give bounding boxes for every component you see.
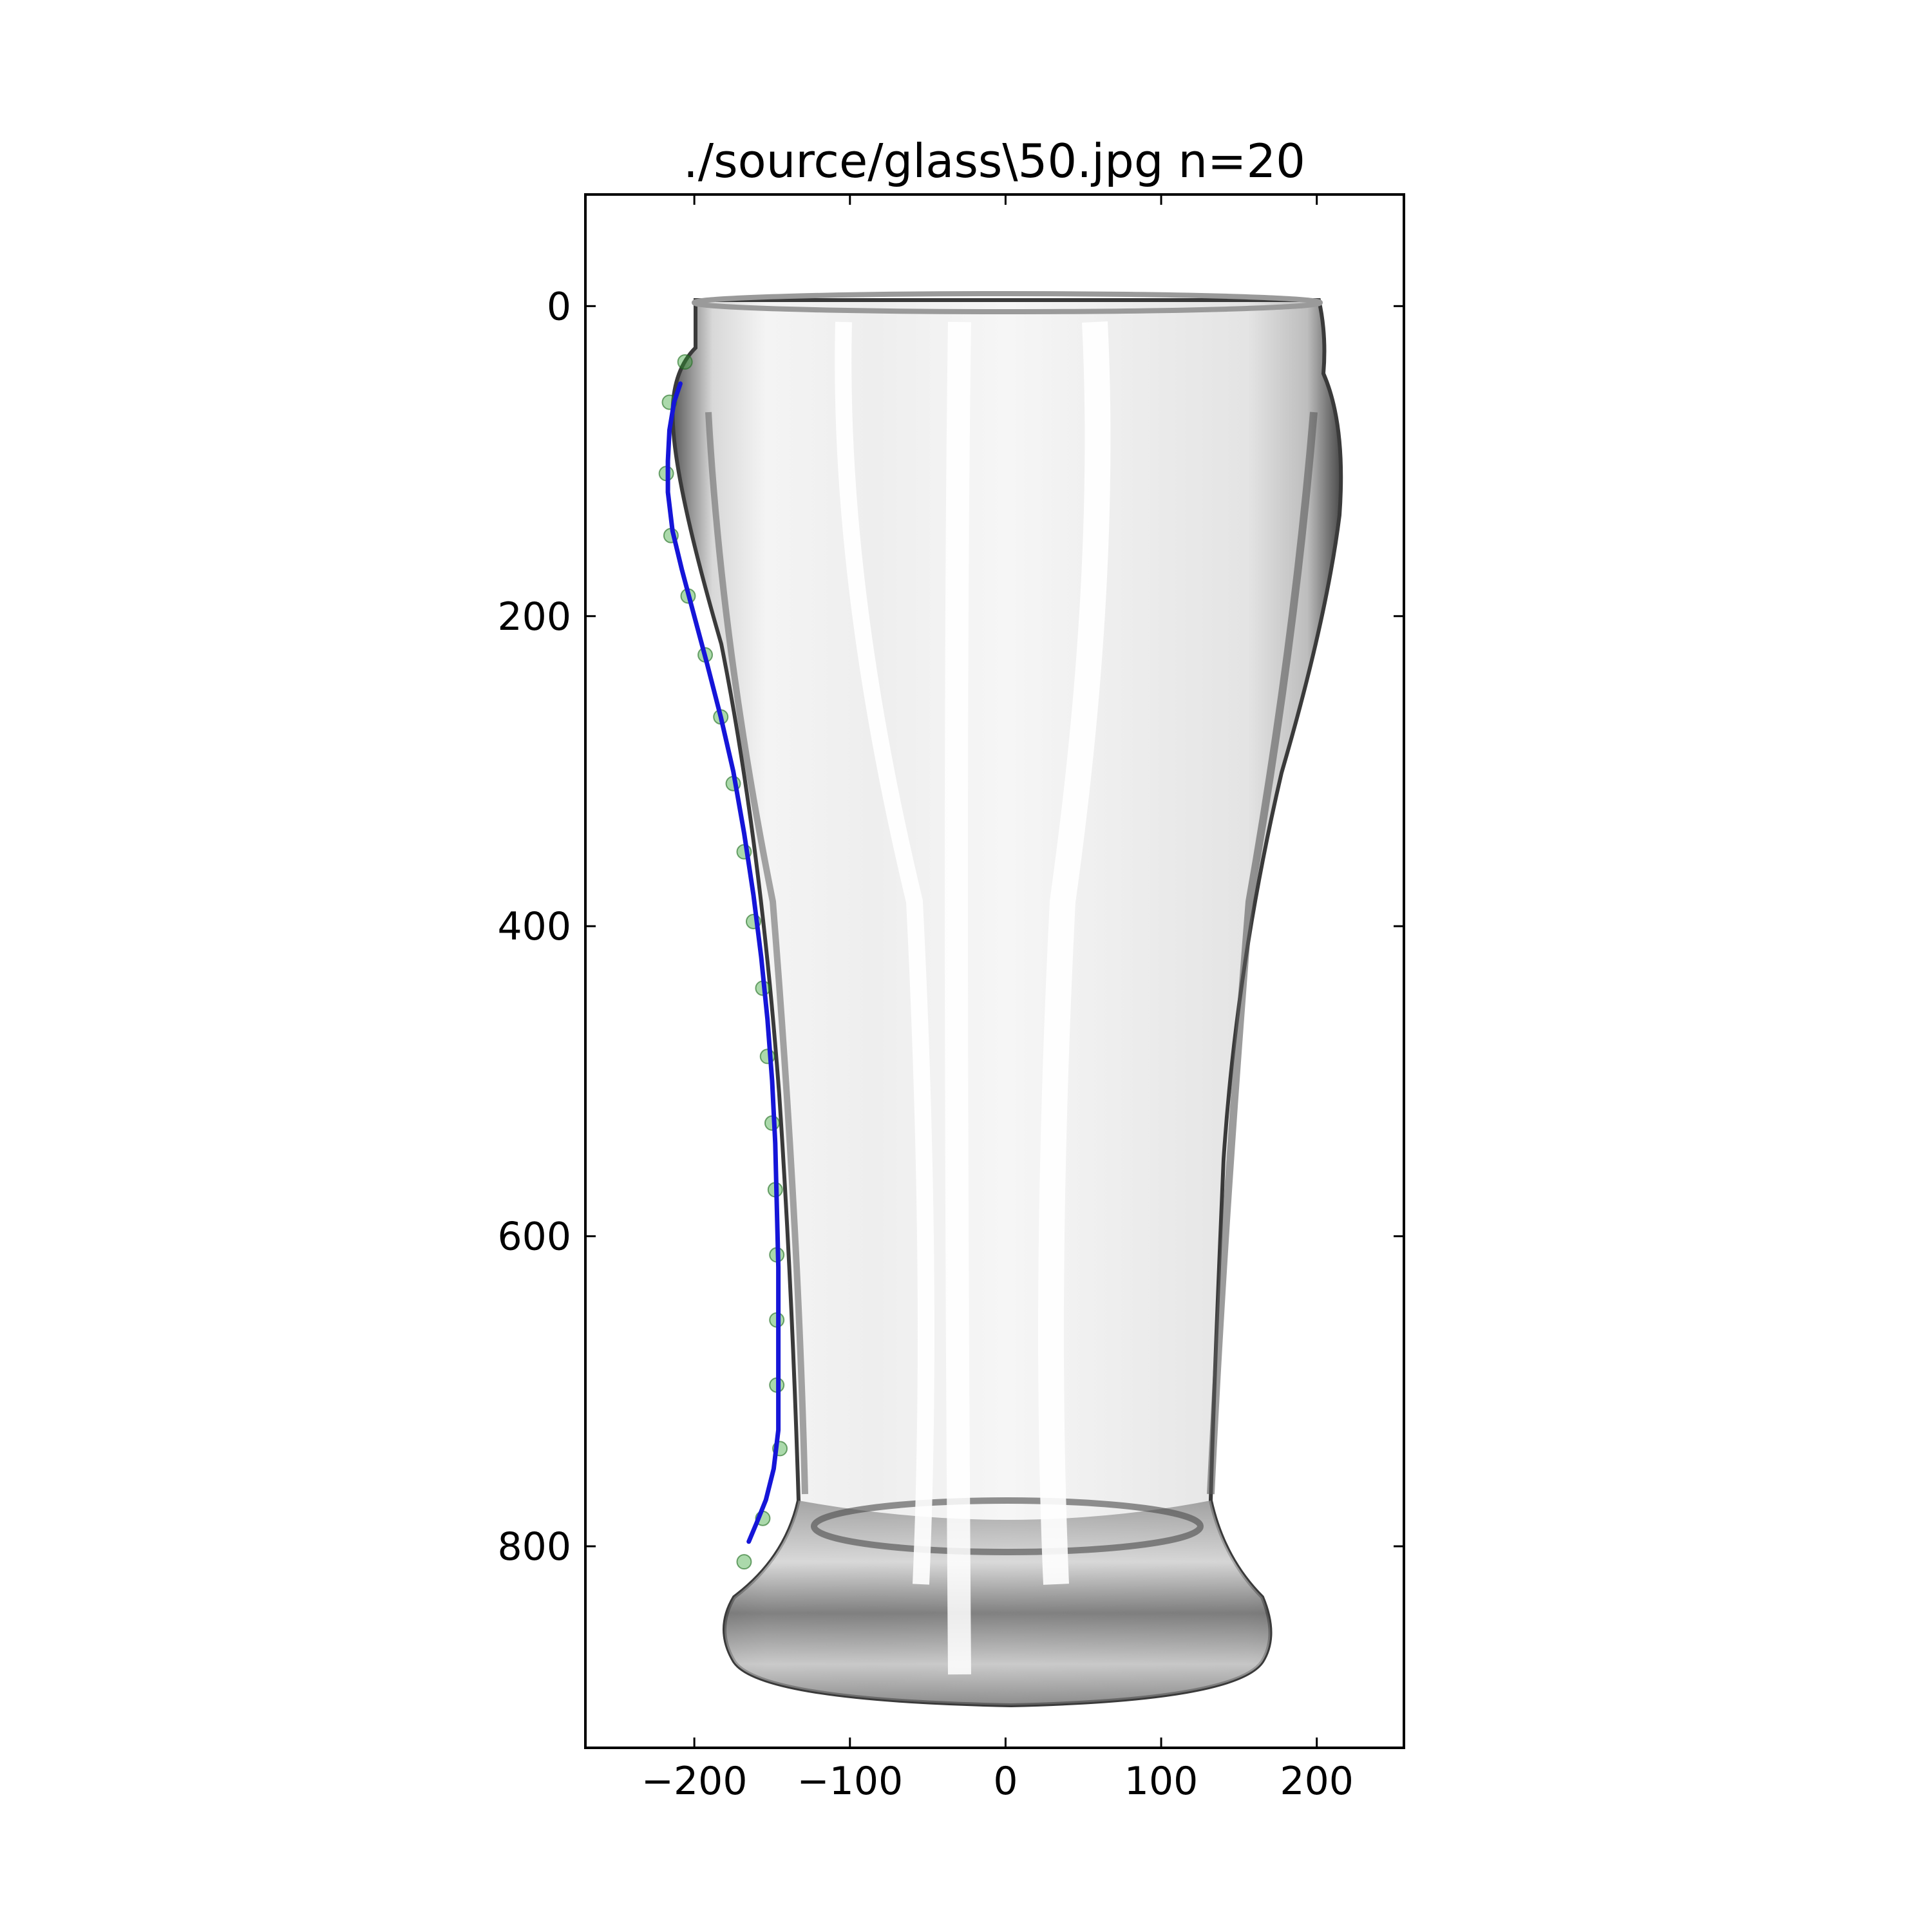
x-tick-label: 100 <box>1124 1759 1198 1804</box>
x-tick-label: −100 <box>797 1759 903 1804</box>
glass-shadow-right <box>1207 412 1318 1495</box>
glass-highlight-center <box>945 321 971 1675</box>
plot-area <box>658 354 788 1570</box>
x-tick-label: −200 <box>641 1759 748 1804</box>
x-tick-label: 0 <box>993 1759 1018 1804</box>
glass-bottom-ring <box>811 1497 1204 1555</box>
y-axis: 0 200 400 600 800 <box>497 284 1404 1569</box>
y-tick-label: 400 <box>497 904 571 949</box>
y-tick-label: 600 <box>497 1215 571 1260</box>
y-tick-label: 200 <box>497 594 571 639</box>
glass-highlight-left <box>835 321 934 1585</box>
x-tick-label: 200 <box>1280 1759 1354 1804</box>
y-tick-label: 800 <box>497 1524 571 1569</box>
axes-frame <box>584 193 1405 1749</box>
chart-title: ./source/glass\50.jpg n=20 <box>683 134 1305 188</box>
glass-shadow-left <box>705 412 808 1495</box>
y-tick-label: 0 <box>547 284 571 329</box>
scatter-point <box>736 1554 752 1570</box>
glass-highlight-right <box>1038 321 1111 1585</box>
glass-base <box>724 1501 1271 1705</box>
glass-image <box>670 291 1343 1708</box>
fit-line <box>665 381 781 1544</box>
x-axis: −200 −100 0 100 200 <box>641 194 1354 1804</box>
scatter-point <box>677 354 693 370</box>
glass-rim <box>692 291 1323 314</box>
